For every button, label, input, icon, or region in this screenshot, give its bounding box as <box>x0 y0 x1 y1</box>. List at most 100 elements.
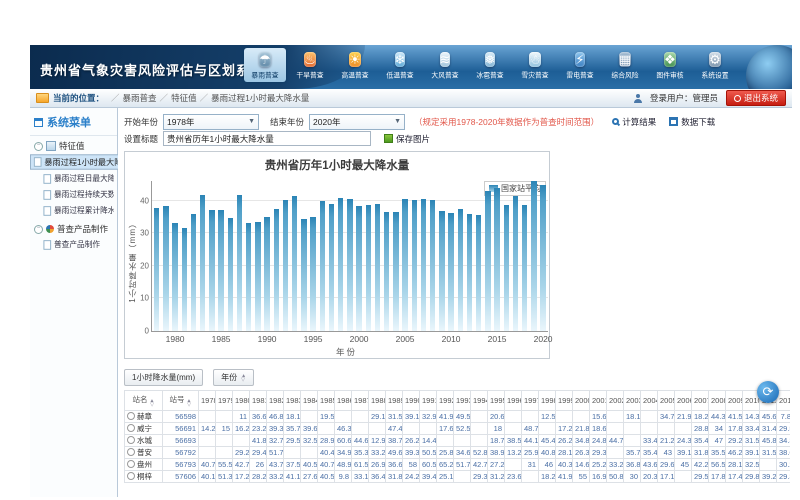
toolbar-item-map-review[interactable]: ❖图件审核 <box>649 48 691 82</box>
value-cell: 36.8 <box>624 459 641 471</box>
year-sort-chip[interactable]: 年份 ▲▽ <box>213 369 254 386</box>
year-column-header[interactable]: 1998 <box>539 391 556 411</box>
breadcrumb-segment[interactable]: 暴雨普查 <box>123 93 157 103</box>
row-radio[interactable] <box>127 412 135 420</box>
chart-title-input[interactable]: 贵州省历年1小时最大降水量 <box>163 131 371 146</box>
year-column-header[interactable]: 1985 <box>318 391 335 411</box>
year-column-header[interactable]: 2004 <box>641 391 658 411</box>
toolbar-item-snow[interactable]: ☃雪灾普查 <box>514 48 556 82</box>
year-column-header[interactable]: 2007 <box>692 391 709 411</box>
value-cell: 28.1 <box>726 459 743 471</box>
year-column-header[interactable]: 1989 <box>386 391 403 411</box>
expand-icon[interactable]: − <box>34 225 43 234</box>
year-column-header[interactable]: 1984 <box>301 391 318 411</box>
sidebar-group-普查产品制作[interactable]: −普查产品制作 <box>30 219 117 236</box>
sidebar-tree: −特征值暴雨过程1小时最大降水量暴雨过程日最大降水量暴雨过程持续天数暴雨过程累计… <box>30 136 117 252</box>
year-column-header[interactable]: 2006 <box>675 391 692 411</box>
sidebar-item-暴雨过程1小时最大降水量[interactable]: 暴雨过程1小时最大降水量 <box>30 154 122 169</box>
row-radio[interactable] <box>127 436 135 444</box>
row-radio[interactable] <box>127 448 135 456</box>
toolbar-item-wind[interactable]: ≋大风普查 <box>424 48 466 82</box>
calc-result-button[interactable]: 计算结果 <box>612 116 656 128</box>
year-column-header[interactable]: 1983 <box>284 391 301 411</box>
value-cell: 13.2 <box>505 447 522 459</box>
year-column-header[interactable]: 1990 <box>403 391 420 411</box>
year-column-header[interactable]: 2008 <box>709 391 726 411</box>
value-cell: 18.1 <box>624 411 641 423</box>
breadcrumb-segment[interactable]: 特征值 <box>171 93 197 103</box>
year-column-header[interactable]: 2000 <box>573 391 590 411</box>
station-id-cell: 56598 <box>163 411 199 423</box>
breadcrumb-segment[interactable]: 暴雨过程1小时最大降水量 <box>211 93 309 103</box>
year-column-header[interactable]: 1987 <box>352 391 369 411</box>
toolbar-item-settings[interactable]: ⚙系统设置 <box>694 48 736 82</box>
year-column-header[interactable]: 1978 <box>199 391 216 411</box>
row-radio[interactable] <box>127 460 135 468</box>
station-name-cell[interactable]: 水城 <box>125 435 163 447</box>
value-cell <box>505 423 522 435</box>
station-name-cell[interactable]: 盘州 <box>125 459 163 471</box>
data-download-button[interactable]: 数据下载 <box>669 116 715 128</box>
year-column-header[interactable]: 1995 <box>488 391 505 411</box>
sidebar-item-暴雨过程日最大降水量[interactable]: 暴雨过程日最大降水量 <box>30 171 114 185</box>
chart-bar-2013 <box>476 215 481 331</box>
year-column-header[interactable]: 2001 <box>590 391 607 411</box>
year-column-header[interactable]: 1986 <box>335 391 352 411</box>
year-column-header[interactable]: 1988 <box>369 391 386 411</box>
value-cell: 49.6 <box>386 447 403 459</box>
year-column-header[interactable]: 1993 <box>454 391 471 411</box>
sidebar-item-普查产品制作[interactable]: 普查产品制作 <box>30 237 114 251</box>
toolbar-item-high-temp[interactable]: ☀高温普查 <box>334 48 376 82</box>
sidebar-item-暴雨过程持续天数[interactable]: 暴雨过程持续天数 <box>30 187 114 201</box>
sidebar-item-label: 暴雨过程累计降水量 <box>54 205 114 216</box>
station-id-cell: 56691 <box>163 423 199 435</box>
toolbar-item-composite-risk[interactable]: ▦综合风险 <box>604 48 646 82</box>
year-column-header[interactable]: 1991 <box>420 391 437 411</box>
station-name-cell[interactable]: 赫章 <box>125 411 163 423</box>
save-image-button[interactable]: 保存图片 <box>384 133 430 145</box>
image-icon <box>384 134 393 143</box>
year-column-header[interactable]: 1982 <box>267 391 284 411</box>
name-column-header[interactable]: 站名▲▽ <box>125 391 163 411</box>
station-name-cell[interactable]: 桐梓 <box>125 471 163 483</box>
end-year-select[interactable]: 2020年▼ <box>309 114 405 130</box>
station-name-cell[interactable]: 威宁 <box>125 423 163 435</box>
logout-button[interactable]: 退出系统 <box>726 90 786 106</box>
row-radio[interactable] <box>127 472 135 480</box>
year-column-header[interactable]: 1979 <box>216 391 233 411</box>
value-field-chip[interactable]: 1小时降水量(mm) <box>124 369 203 386</box>
year-column-header[interactable]: 2009 <box>726 391 743 411</box>
chart-bar-2006 <box>412 200 417 331</box>
app-header: 贵州省气象灾害风险评估与区划系统 ☂暴雨普查♨干旱普查☀高温普查❄低温普查≋大风… <box>30 45 792 89</box>
year-column-header[interactable]: 2003 <box>624 391 641 411</box>
year-column-header[interactable]: 1994 <box>471 391 488 411</box>
value-cell: 60.6 <box>335 435 352 447</box>
value-cell <box>318 423 335 435</box>
year-column-header[interactable]: 1996 <box>505 391 522 411</box>
year-column-header[interactable]: 2002 <box>607 391 624 411</box>
expand-icon[interactable]: − <box>34 142 43 151</box>
floating-refresh-widget[interactable]: ⟳ <box>757 381 779 403</box>
start-year-select[interactable]: 1978年▼ <box>163 114 259 130</box>
year-column-header[interactable]: 2005 <box>658 391 675 411</box>
year-column-header[interactable]: 1997 <box>522 391 539 411</box>
sidebar-group-特征值[interactable]: −特征值 <box>30 136 117 153</box>
toolbar-item-hail[interactable]: ❅冰雹普查 <box>469 48 511 82</box>
year-column-header[interactable]: 1999 <box>556 391 573 411</box>
chart-bar-2005 <box>402 199 407 331</box>
year-column-header[interactable]: 1980 <box>233 391 250 411</box>
id-column-header[interactable]: 站号▲▽ <box>163 391 199 411</box>
toolbar-item-lightning[interactable]: ⚡雷电普查 <box>559 48 601 82</box>
user-area: 登录用户：管理员 退出系统 <box>634 90 786 106</box>
year-column-header[interactable]: 1981 <box>250 391 267 411</box>
toolbar-item-drought[interactable]: ♨干旱普查 <box>289 48 331 82</box>
sidebar-item-暴雨过程累计降水量[interactable]: 暴雨过程累计降水量 <box>30 203 114 217</box>
toolbar-item-low-temp[interactable]: ❄低温普查 <box>379 48 421 82</box>
sidebar-item-label: 暴雨过程持续天数 <box>54 189 114 200</box>
year-column-header[interactable]: 1992 <box>437 391 454 411</box>
toolbar-item-rainstorm[interactable]: ☂暴雨普查 <box>244 48 286 82</box>
station-name-cell[interactable]: 普安 <box>125 447 163 459</box>
value-cell: 24.3 <box>675 435 692 447</box>
row-radio[interactable] <box>127 424 135 432</box>
value-cell: 41.9 <box>437 411 454 423</box>
